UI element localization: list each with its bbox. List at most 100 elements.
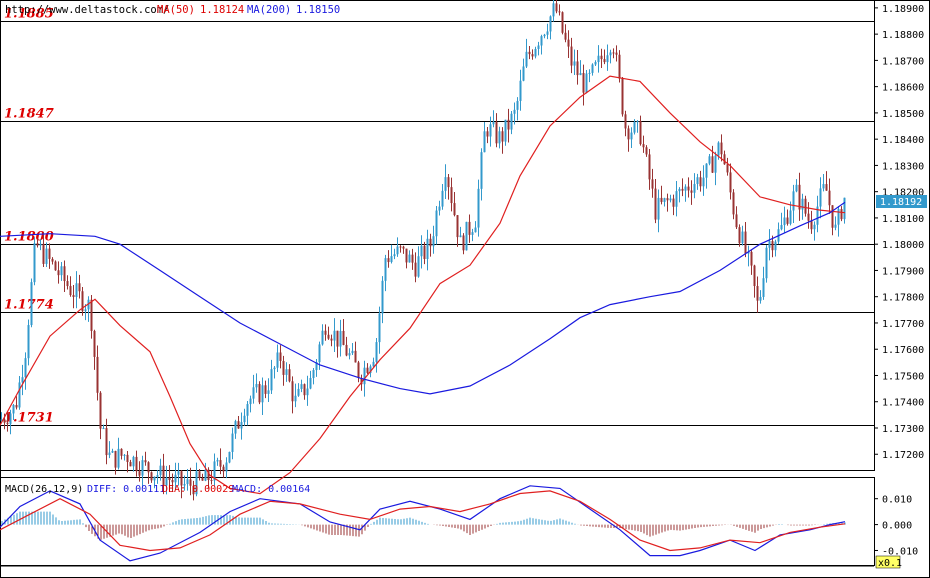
candle-body: [108, 452, 111, 456]
candle-body: [723, 154, 726, 165]
macd-diff-label: DIFF: 0.00111: [87, 484, 165, 495]
candle-body: [618, 54, 621, 79]
candle-body: [465, 221, 468, 251]
candle-body: [693, 183, 696, 193]
ma200-legend-label: MA(200): [247, 4, 291, 16]
candle-body: [114, 450, 117, 468]
candle-body: [597, 55, 600, 63]
candle-body: [726, 164, 729, 173]
candle-body: [666, 198, 669, 201]
candle-body: [312, 370, 315, 379]
price-tick-label: 1.17500: [882, 371, 924, 382]
candle-body: [210, 479, 213, 481]
candle-body: [810, 220, 813, 230]
candle-body: [651, 179, 654, 189]
candle-body: [237, 421, 240, 429]
candle-body: [285, 369, 288, 375]
candle-body: [186, 479, 189, 485]
candle-body: [438, 206, 441, 211]
candle-body: [594, 62, 597, 65]
ma50-legend-label: MA(50): [157, 4, 195, 16]
candle-body: [219, 460, 222, 467]
candle-body: [411, 254, 414, 263]
candle-body: [36, 243, 39, 246]
candle-body: [228, 451, 231, 463]
candle-body: [156, 475, 159, 477]
candle-body: [357, 362, 360, 378]
candle-body: [84, 309, 87, 312]
candle-body: [657, 197, 660, 220]
candle-body: [639, 121, 642, 145]
candle-body: [201, 477, 204, 481]
candle-body: [69, 286, 72, 296]
candle-body: [9, 413, 12, 424]
price-tick-label: 1.17400: [882, 398, 924, 409]
macd-title: MACD(26,12,9): [5, 484, 83, 495]
candle-body: [825, 184, 828, 191]
candle-body: [510, 113, 513, 130]
candle-body: [471, 232, 474, 235]
candle-body: [273, 367, 276, 370]
candle-body: [633, 121, 636, 133]
candle-body: [180, 471, 183, 486]
candle-body: [243, 415, 246, 423]
candle-body: [111, 450, 114, 453]
candle-body: [444, 177, 447, 191]
candle-body: [102, 428, 105, 430]
candle-body: [555, 3, 558, 12]
candle-body: [837, 209, 840, 225]
candle-body: [789, 210, 792, 224]
price-tick-label: 1.18100: [882, 214, 924, 225]
candle-body: [321, 330, 324, 345]
candle-body: [561, 12, 564, 33]
current-price-tag: [876, 195, 927, 208]
candle-body: [747, 251, 750, 254]
candle-body: [231, 433, 234, 452]
candle-body: [462, 235, 465, 251]
candle-body: [516, 100, 519, 110]
candle-body: [528, 51, 531, 55]
candle-body: [429, 238, 432, 247]
candle-body: [570, 46, 573, 66]
price-tick-label: 1.18800: [882, 30, 924, 41]
candle-body: [276, 352, 279, 368]
candle-body: [138, 471, 141, 476]
candle-body: [372, 361, 375, 367]
candle-body: [213, 461, 216, 481]
macd-dea-line: [0, 490, 846, 552]
candle-body: [630, 132, 633, 140]
candle-body: [396, 246, 399, 255]
candle-body: [93, 330, 96, 357]
candle-body: [453, 203, 456, 216]
candle-body: [21, 377, 24, 383]
price-tick-label: 1.17300: [882, 424, 924, 435]
ma50-legend-value: 1.18124: [200, 4, 244, 16]
candle-body: [609, 52, 612, 56]
candle-body: [126, 454, 129, 463]
candle-body: [171, 480, 174, 483]
candle-body: [546, 31, 549, 35]
candle-body: [234, 421, 237, 434]
macd-tick-label: 0.000: [882, 521, 912, 532]
candle-body: [120, 448, 123, 456]
candle-body: [177, 471, 180, 475]
candle-body: [480, 152, 483, 189]
price-panel-frame: [0, 0, 875, 471]
candle-body: [288, 369, 291, 382]
candle-body: [105, 428, 108, 456]
candle-body: [717, 142, 720, 156]
candle-body: [783, 217, 786, 226]
candle-body: [75, 283, 78, 298]
candle-body: [708, 156, 711, 164]
header-url[interactable]: http://www.deltastock.com/: [5, 4, 169, 16]
candle-body: [57, 270, 60, 276]
level-label-2: 1.1800: [4, 230, 54, 245]
candle-body: [240, 422, 243, 429]
candle-body: [459, 235, 462, 238]
candle-body: [342, 330, 345, 345]
candle-body: [363, 367, 366, 385]
candle-body: [807, 213, 810, 221]
candle-body: [522, 66, 525, 81]
candle-body: [675, 191, 678, 207]
